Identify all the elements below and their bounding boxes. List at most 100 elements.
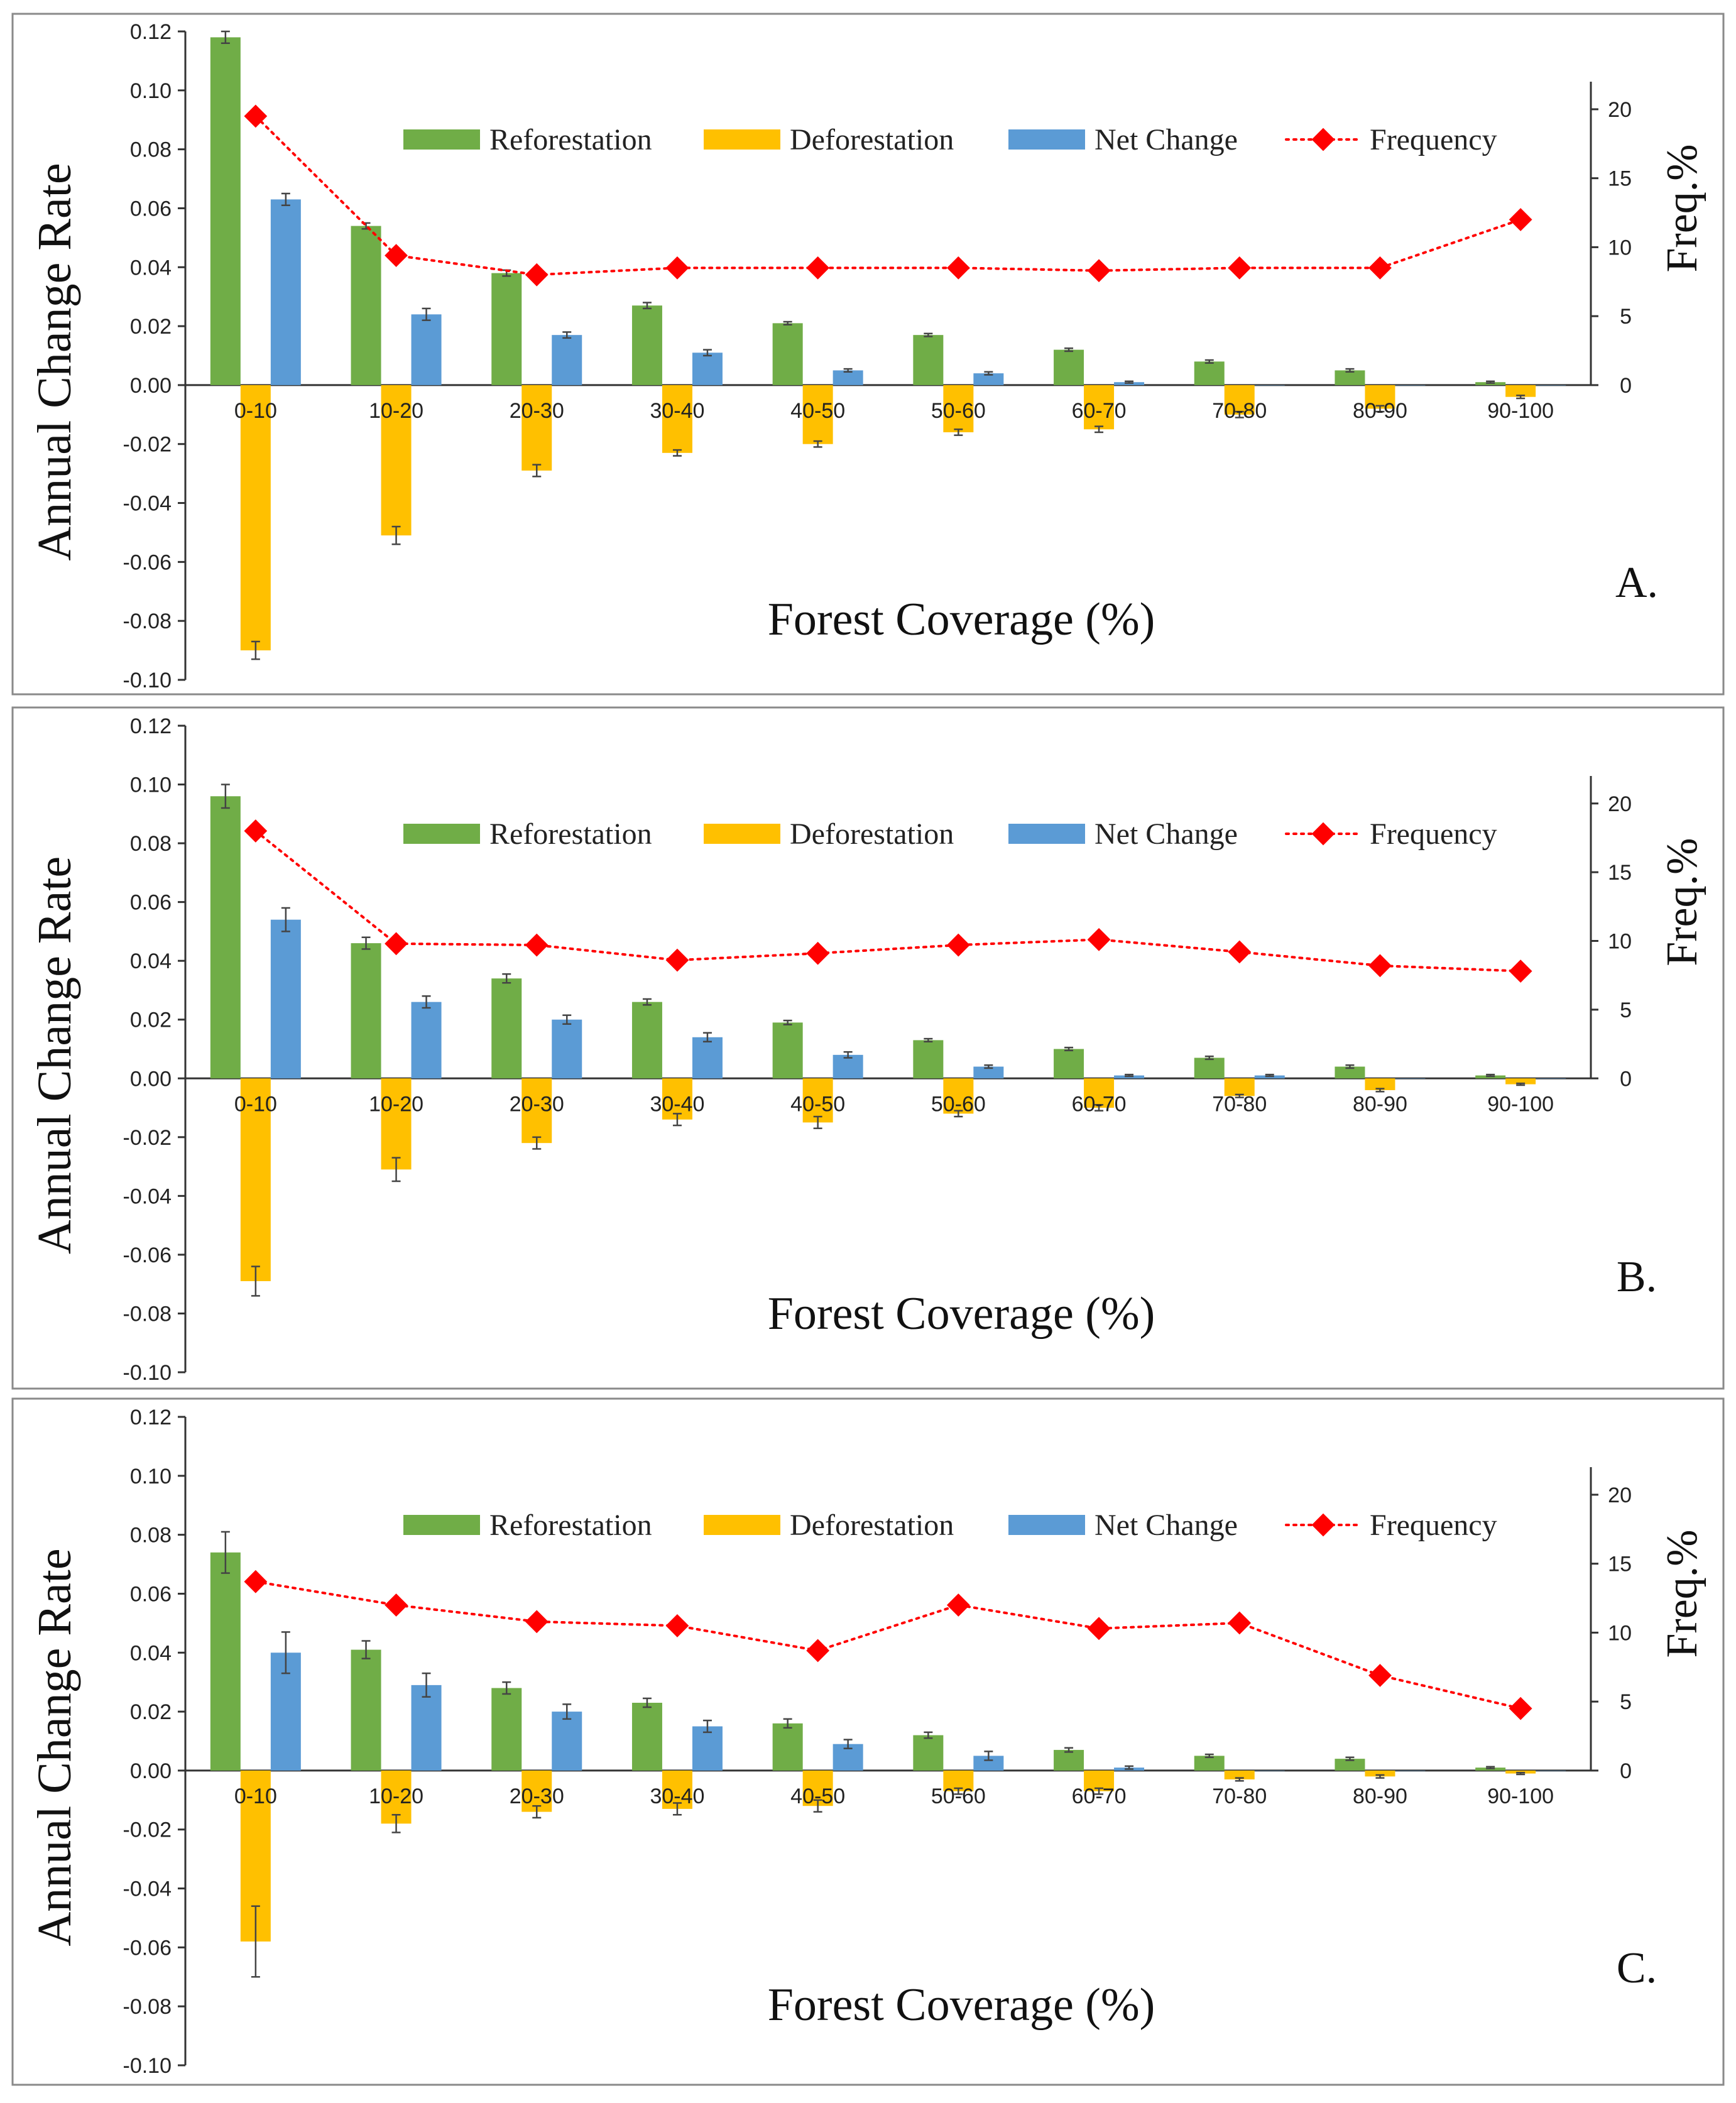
y-tick-label: 0.00 (130, 1759, 172, 1783)
net-change-bar (552, 335, 582, 385)
reforestation-bar (772, 323, 803, 385)
y2-tick-label: 5 (1620, 305, 1632, 329)
reforestation-bar (210, 1552, 241, 1771)
frequency-marker (1087, 927, 1111, 951)
net-change-bar (411, 1002, 442, 1079)
net-change-bar (833, 370, 863, 385)
y-tick-label: 0.10 (130, 79, 172, 103)
y-tick-label: 0.06 (130, 891, 172, 915)
frequency-marker (1368, 954, 1392, 978)
frequency-marker (244, 1570, 268, 1593)
y2-tick-label: 15 (1608, 167, 1632, 191)
net-change-bar (1395, 1078, 1426, 1079)
frequency-marker (946, 933, 970, 957)
net-change-bar (411, 1685, 442, 1771)
reforestation-bar (1194, 361, 1225, 385)
y2-tick-label: 0 (1620, 374, 1632, 398)
deforestation-bar (1365, 1770, 1395, 1777)
reforestation-bar (913, 1040, 944, 1079)
y2-tick-label: 5 (1620, 1690, 1632, 1714)
deforestation-bar (943, 1078, 974, 1114)
reforestation-bar (1335, 1759, 1365, 1771)
y-tick-label: 0.04 (130, 256, 172, 280)
deforestation-bar (802, 385, 833, 444)
reforestation-bar (631, 1703, 662, 1771)
deforestation-bar (521, 385, 552, 471)
x-category-label: 80-90 (1353, 1784, 1407, 1808)
y2-tick-label: 0 (1620, 1067, 1632, 1091)
y-tick-label: 0.02 (130, 1008, 172, 1032)
deforestation-bar (802, 1078, 833, 1123)
legend-swatch-deforestation (704, 824, 780, 844)
frequency-marker (525, 933, 549, 957)
reforestation-bar (772, 1022, 803, 1079)
frequency-marker (665, 256, 689, 280)
frequency-marker (244, 819, 268, 843)
frequency-marker (806, 941, 830, 965)
x-category-label: 60-70 (1072, 1784, 1127, 1808)
frequency-marker (946, 256, 970, 280)
deforestation-bar (662, 1078, 692, 1120)
legend-swatch-deforestation (704, 129, 780, 150)
reforestation-bar (631, 305, 662, 385)
y-tick-label: -0.08 (123, 1302, 172, 1326)
y2-axis-title: Freq.% (1658, 144, 1706, 272)
x-category-label: 30-40 (650, 1784, 704, 1808)
frequency-marker (665, 948, 689, 972)
deforestation-bar (943, 385, 974, 432)
y2-tick-label: 15 (1608, 861, 1632, 885)
x-category-label: 10-20 (369, 399, 423, 423)
legend-label-reforestation: Reforestation (489, 817, 652, 851)
panel-label: B. (1617, 1253, 1657, 1301)
net-change-bar (552, 1712, 582, 1771)
y-tick-label: 0.08 (130, 138, 172, 162)
net-change-bar (1395, 385, 1426, 386)
frequency-marker (665, 1614, 689, 1637)
legend-swatch-deforestation (704, 1515, 780, 1535)
legend-label-net-change: Net Change (1095, 1509, 1238, 1542)
net-change-bar (973, 1756, 1004, 1771)
net-change-bar (270, 199, 301, 385)
y-axis-title: Annual Change Rate (28, 163, 81, 560)
frequency-marker (1368, 1664, 1392, 1687)
y-axis-title: Annual Change Rate (28, 856, 81, 1254)
x-category-label: 80-90 (1353, 1092, 1407, 1116)
legend-label-reforestation: Reforestation (489, 1509, 652, 1542)
reforestation-bar (210, 37, 241, 385)
x-category-label: 0-10 (234, 1784, 277, 1808)
net-change-bar (692, 1037, 723, 1079)
frequency-marker (1509, 208, 1532, 231)
y2-tick-label: 20 (1608, 792, 1632, 816)
legend-swatch-net-change (1008, 824, 1085, 844)
frequency-marker (806, 256, 830, 280)
reforestation-bar (491, 1688, 522, 1771)
panel-frame (11, 13, 1725, 696)
legend-label-deforestation: Deforestation (790, 123, 954, 156)
frequency-marker (806, 1639, 830, 1663)
y2-tick-label: 10 (1608, 236, 1632, 259)
y2-axis-title: Freq.% (1658, 838, 1706, 966)
x-category-label: 10-20 (369, 1092, 423, 1116)
y2-tick-label: 20 (1608, 1483, 1632, 1507)
x-category-label: 40-50 (790, 1784, 845, 1808)
y2-tick-label: 10 (1608, 930, 1632, 954)
x-category-label: 20-30 (510, 1092, 564, 1116)
x-category-label: 70-80 (1212, 1784, 1267, 1808)
legend-label-net-change: Net Change (1095, 817, 1238, 851)
legend-label-frequency: Frequency (1370, 123, 1497, 156)
y2-tick-label: 15 (1608, 1553, 1632, 1576)
reforestation-bar (210, 796, 241, 1079)
x-axis-title: Forest Coverage (%) (768, 1979, 1155, 2031)
deforestation-bar (240, 385, 271, 651)
reforestation-bar (351, 226, 381, 385)
legend-swatch-reforestation (403, 1515, 480, 1535)
y-tick-label: 0.10 (130, 1465, 172, 1488)
legend-label-net-change: Net Change (1095, 123, 1238, 156)
x-category-label: 0-10 (234, 399, 277, 423)
legend-swatch-net-change (1008, 129, 1085, 150)
frequency-marker (525, 263, 549, 287)
net-change-bar (552, 1019, 582, 1079)
frequency-line (254, 1580, 1522, 1710)
x-category-label: 50-60 (931, 1784, 986, 1808)
